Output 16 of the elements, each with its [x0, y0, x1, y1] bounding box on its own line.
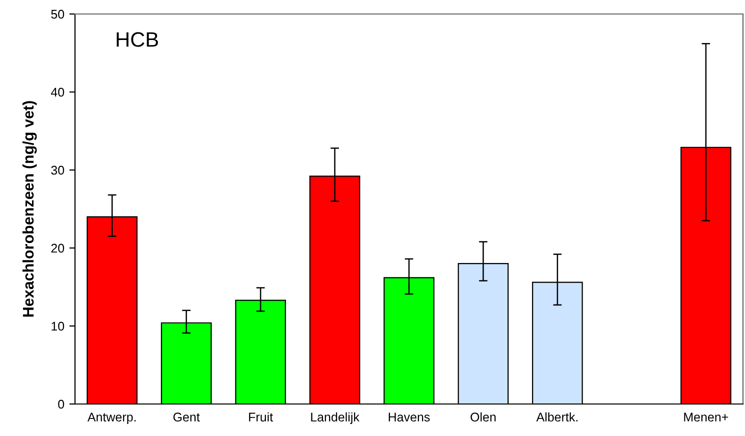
y-tick-label: 0 — [58, 400, 64, 409]
x-tick-label: Menen+ — [684, 412, 728, 422]
y-axis-title: Hexachlorobenzeen (ng/g vet) — [22, 101, 37, 317]
y-tick-label: 10 — [52, 322, 64, 331]
y-tick-label: 40 — [50, 88, 64, 97]
x-tick-label: Gent — [173, 412, 200, 422]
text: HCB — [116, 32, 158, 47]
x-tick-label: Antwerp. — [87, 412, 136, 424]
y-tick-label: 50 — [51, 10, 64, 19]
x-tick-label: Havens — [388, 412, 430, 422]
y-tick-label: 30 — [51, 166, 64, 175]
x-tick-label: Olen — [470, 412, 496, 422]
y-tick-label: 20 — [51, 244, 64, 253]
x-tick-label: Fruit — [249, 412, 273, 422]
x-tick-label: Landelijk — [311, 412, 360, 424]
x-tick-label: Albertk. — [536, 412, 578, 422]
